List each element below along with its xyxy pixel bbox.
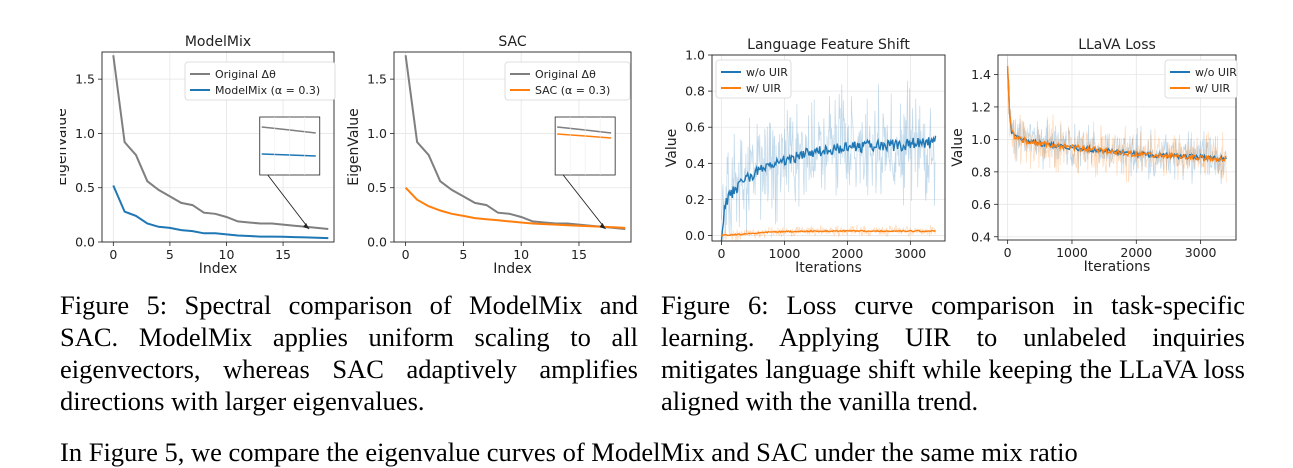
- x-tick-label: 1000: [769, 246, 801, 261]
- y-tick-label: 0.5: [75, 180, 95, 195]
- series-noise: [721, 80, 936, 235]
- y-tick-label: 1.5: [367, 72, 387, 87]
- legend-label: w/ UIR: [1195, 82, 1230, 95]
- y-tick-label: 0.8: [971, 164, 991, 179]
- series-line: [112, 55, 329, 230]
- legend-label: SAC (α = 0.3): [535, 84, 610, 97]
- sac-chart: SAC 0.0 0.5 1.0 1.5 0 5 10 15 Index EigenValue Orig…: [340, 0, 640, 285]
- series-line: [720, 135, 937, 242]
- y-tick-label: 0.4: [971, 229, 991, 244]
- series-line: [1006, 68, 1227, 163]
- x-tick-label: 5: [166, 247, 174, 262]
- figure6-caption: Figure 6: Loss curve comparison in task-…: [661, 289, 1245, 417]
- modelmix-chart: ModelMix 0.0 0.5 1.0 1.5 0 5 10 15 Index EigenValu…: [60, 0, 345, 285]
- x-tick-label: 0: [402, 247, 410, 262]
- y-axis-label: Value: [950, 128, 966, 166]
- x-tick-label: 15: [571, 247, 587, 262]
- figure6-label: Figure 6:: [661, 290, 769, 320]
- legend-label: ModelMix (α = 0.3): [215, 84, 320, 97]
- inset-arrow: [562, 174, 606, 230]
- y-tick-label: 1.2: [971, 99, 991, 114]
- x-tick-label: 2000: [1120, 245, 1152, 260]
- y-tick-label: 1.0: [75, 126, 95, 141]
- x-tick-label: 0: [1004, 245, 1012, 260]
- y-tick-label: 0.6: [685, 120, 705, 135]
- x-tick-label: 5: [459, 247, 467, 262]
- y-tick-label: 1.5: [75, 72, 95, 87]
- y-axis-label: EigenValue: [346, 108, 362, 186]
- x-axis-label: Index: [493, 261, 532, 277]
- y-axis-label: Value: [664, 129, 680, 167]
- series-line: [404, 187, 626, 229]
- plot-frame: [711, 54, 946, 242]
- series-band: [721, 80, 936, 235]
- legend-label: Original Δθ: [215, 68, 276, 81]
- y-tick-label: 1.0: [971, 132, 991, 147]
- x-tick-label: 3000: [894, 246, 926, 261]
- series-band: [721, 224, 936, 241]
- y-tick-label: 1.4: [971, 67, 991, 82]
- figure5-label: Figure 5:: [60, 290, 168, 320]
- y-tick-label: 0.2: [685, 192, 705, 207]
- x-tick-label: 1000: [1056, 245, 1088, 260]
- chart-title: ModelMix: [185, 34, 251, 50]
- series-line: [720, 229, 936, 237]
- language-feature-shift-chart: Language Feature Shift 0.0 0.2 0.4 0.6 0.8 1.0…: [660, 0, 950, 285]
- series-noise: [721, 224, 936, 241]
- x-axis-label: Iterations: [1084, 259, 1151, 275]
- x-tick-label: 10: [219, 247, 235, 262]
- x-tick-label: 0: [109, 247, 117, 262]
- x-axis-label: Index: [199, 261, 238, 277]
- legend-box: [184, 61, 336, 101]
- y-tick-label: 0.5: [367, 180, 387, 195]
- y-tick-label: 1.0: [685, 48, 705, 63]
- legend-label: w/ UIR: [746, 82, 781, 95]
- inset-arrowhead: [599, 222, 606, 229]
- y-tick-label: 0.6: [971, 197, 991, 212]
- y-tick-label: 1.0: [367, 126, 387, 141]
- plot-frame: [393, 51, 632, 243]
- legend-box: [504, 61, 631, 101]
- x-axis-label: Iterations: [795, 260, 862, 276]
- llava-loss-chart: LLaVA Loss 0.4 0.6 0.8 1.0 1.2 1.4 0 1000 2000 300…: [948, 0, 1248, 285]
- plot-frame: [101, 51, 335, 243]
- series-noise: [1007, 55, 1227, 183]
- y-tick-label: 0.8: [685, 84, 705, 99]
- chart-title: SAC: [498, 34, 526, 50]
- inset-arrowhead: [303, 222, 310, 229]
- x-tick-label: 3000: [1185, 245, 1217, 260]
- inset-arrow: [267, 174, 310, 230]
- x-tick-label: 15: [275, 247, 291, 262]
- figure6-text: Loss curve comparison in task-specific l…: [661, 290, 1245, 416]
- x-tick-label: 10: [513, 247, 529, 262]
- y-axis-label: EigenValue: [60, 108, 70, 186]
- legend-label: w/o UIR: [1195, 66, 1237, 79]
- x-tick-label: 2000: [831, 246, 863, 261]
- legend-label: Original Δθ: [535, 68, 596, 81]
- body-paragraph: In Figure 5, we compare the eigenvalue c…: [60, 437, 1078, 467]
- legend-label: w/o UIR: [746, 66, 788, 79]
- figure5-caption: Figure 5: Spectral comparison of ModelMi…: [60, 289, 638, 417]
- series-line: [112, 185, 329, 240]
- plot-frame: [997, 54, 1237, 241]
- y-tick-label: 0.0: [75, 235, 95, 250]
- chart-title: Language Feature Shift: [747, 37, 910, 53]
- chart-title: LLaVA Loss: [1078, 37, 1156, 53]
- y-tick-label: 0.4: [685, 156, 705, 171]
- series-line: [1006, 65, 1227, 163]
- figure5-text: Spectral comparison of ModelMix and SAC.…: [60, 290, 638, 416]
- y-tick-label: 0.0: [367, 235, 387, 250]
- y-tick-label: 0.0: [685, 228, 705, 243]
- series-band: [1007, 55, 1227, 183]
- x-tick-label: 0: [717, 246, 725, 261]
